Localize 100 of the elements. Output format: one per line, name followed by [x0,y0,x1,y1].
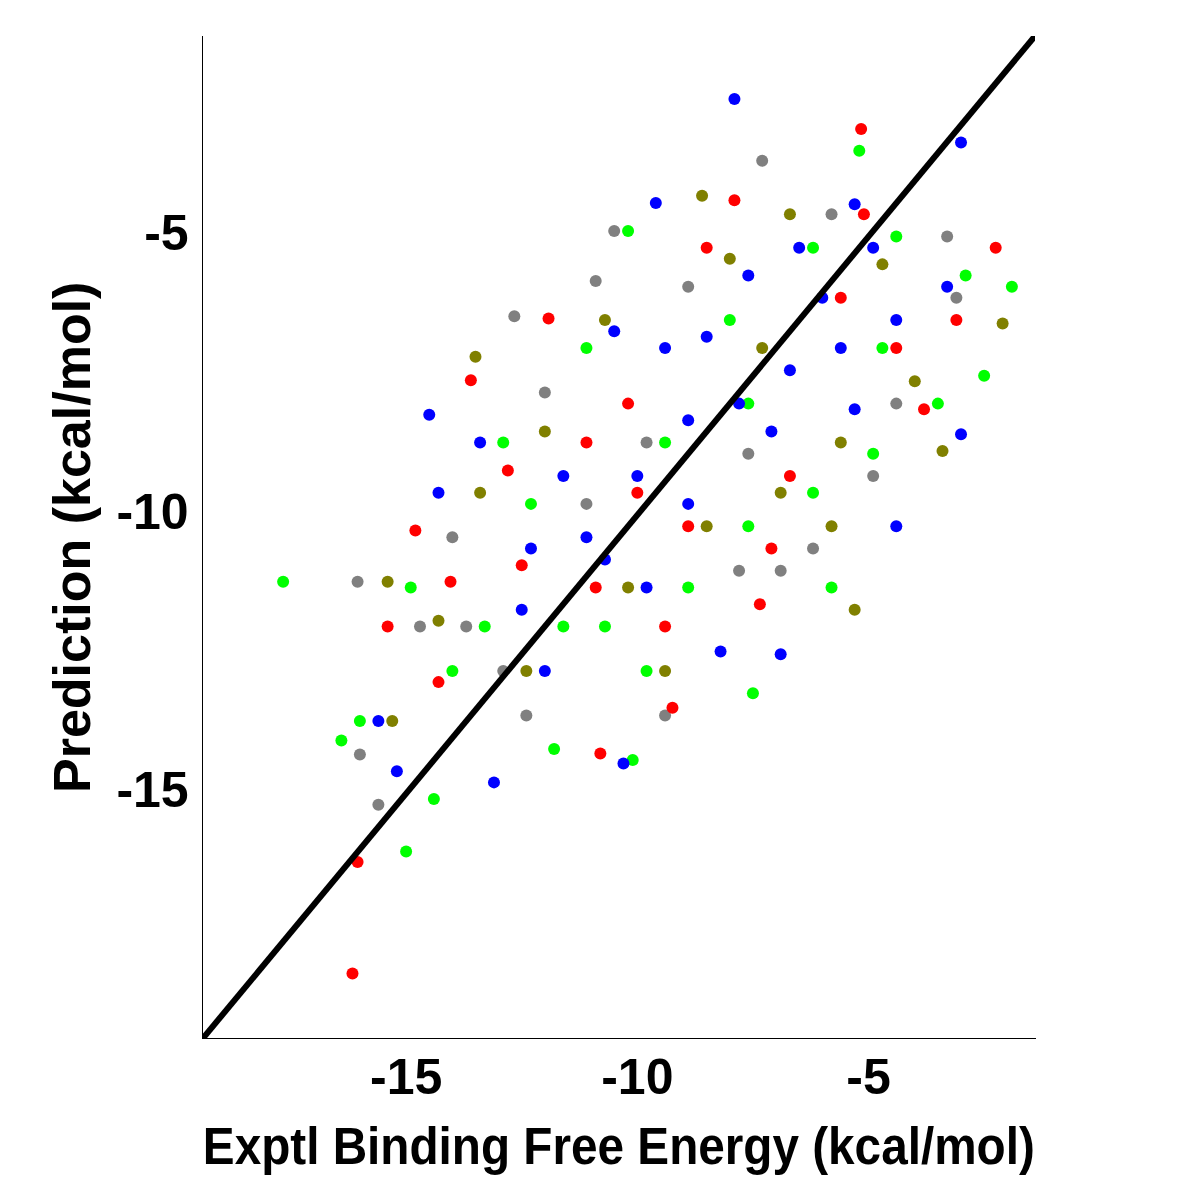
point [474,436,487,449]
point [626,754,639,767]
point [423,408,436,421]
point [996,317,1009,330]
point [469,350,482,363]
point [557,620,570,633]
point [640,436,653,449]
point [728,92,741,105]
point [381,575,394,588]
point [659,709,672,722]
point [432,676,445,689]
point [617,757,630,770]
point [400,845,413,858]
point [918,403,931,416]
point [908,375,921,388]
point [524,542,537,555]
point [807,542,820,555]
point [427,793,440,806]
point [538,425,551,438]
point [372,715,385,728]
point [414,620,426,633]
point [659,664,672,677]
point [589,275,602,288]
point [649,197,662,210]
point [640,581,653,594]
point [515,559,528,572]
point [682,280,695,293]
point [825,581,838,594]
point [700,241,713,254]
point [807,241,820,254]
point [353,748,366,761]
point [756,154,769,167]
point [353,715,366,728]
point [548,742,561,755]
point [989,241,1002,254]
point [666,701,679,714]
y-tick-label: -10 [116,483,189,540]
point [746,687,759,700]
point [890,341,903,354]
point [723,252,736,265]
point [682,497,695,510]
point [978,369,991,382]
point [381,620,394,633]
point [774,648,787,661]
point [409,524,422,537]
point [622,581,635,594]
y-tick-label: -5 [144,205,189,262]
point [524,497,537,510]
point [783,470,796,483]
point [774,564,787,577]
point [538,386,551,399]
point [955,136,968,149]
point [478,620,491,633]
point [557,470,570,483]
point [742,520,755,533]
point [542,312,555,325]
point [346,967,359,980]
point [890,230,903,243]
point [277,575,290,588]
point [876,341,889,354]
y-tick-label: -15 [116,762,189,819]
point [432,486,445,499]
point [876,258,889,271]
point [834,291,847,304]
point [1005,280,1018,293]
point [728,194,741,207]
point [853,144,866,157]
point [508,310,521,323]
point [742,447,755,460]
point [890,314,903,327]
point [950,314,963,327]
point [335,734,348,747]
point [598,314,611,327]
point [520,709,533,722]
point [515,603,528,616]
point [594,747,607,760]
point [765,425,778,438]
point [622,397,635,410]
point [696,189,709,202]
point [390,765,403,778]
point [487,776,500,789]
point [756,341,769,354]
point [931,397,944,410]
point [867,447,880,460]
point [682,581,695,594]
y-axis-title: Prediction (kcal/mol) [42,281,101,794]
point [848,403,861,416]
x-tick-label: -5 [846,1049,891,1106]
point [848,603,861,616]
point [700,520,713,533]
point [834,436,847,449]
point [959,269,972,282]
point [580,341,593,354]
point [955,428,968,441]
point [774,486,787,499]
point [538,664,551,677]
point [825,520,838,533]
point [793,241,806,254]
point [941,280,954,293]
point [682,414,695,427]
